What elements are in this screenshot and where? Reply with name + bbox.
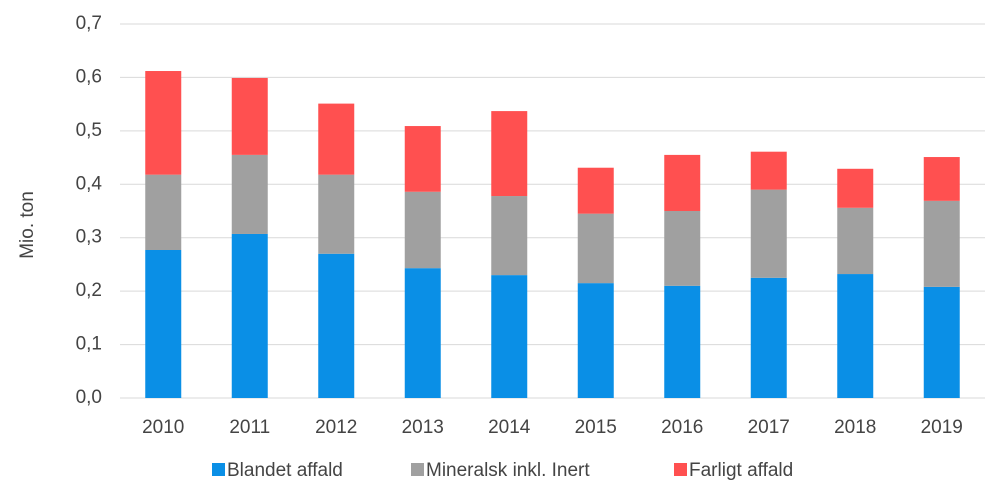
y-tick-label: 0,1 (76, 334, 102, 355)
bar-segment (145, 71, 182, 175)
legend-swatch (411, 463, 424, 476)
bar-segment (404, 126, 441, 192)
y-tick-label: 0,0 (76, 387, 102, 408)
x-tick-label: 2012 (315, 417, 357, 438)
bar-segment (664, 211, 701, 286)
legend-label: Blandet affald (227, 460, 343, 481)
bar-segment (491, 275, 528, 398)
bar-segment (577, 167, 614, 214)
bar-segment (404, 191, 441, 269)
bar-segment (923, 200, 960, 287)
legend-label: Farligt affald (689, 460, 793, 481)
bar-segment (231, 77, 268, 155)
bar-segment (664, 154, 701, 211)
bar-segment (837, 168, 874, 208)
x-tick-label: 2014 (488, 417, 531, 438)
x-tick-label: 2011 (229, 417, 270, 438)
bar-segment (664, 285, 701, 398)
bar-segment (231, 233, 268, 398)
bar-segment (491, 111, 528, 197)
bar-segment (923, 286, 960, 398)
bar-segment (318, 103, 355, 175)
bar-segment (577, 213, 614, 284)
legend-swatch (212, 463, 225, 476)
bar-segment (837, 274, 874, 398)
y-tick-label: 0,3 (76, 227, 102, 248)
bar-segment (491, 196, 528, 276)
bar-segment (837, 207, 874, 275)
bar-segment (750, 277, 787, 398)
bar-segment (318, 253, 355, 398)
y-tick-label: 0,6 (76, 66, 102, 87)
bar-segment (145, 250, 182, 398)
y-tick-label: 0,2 (76, 280, 102, 301)
x-tick-label: 2015 (575, 417, 617, 438)
y-tick-label: 0,4 (76, 173, 103, 194)
legend-label: Mineralsk inkl. Inert (426, 460, 590, 481)
x-tick-label: 2016 (661, 417, 703, 438)
bar-segment (923, 157, 960, 201)
bar-segment (318, 174, 355, 254)
bar-segment (750, 151, 787, 190)
x-tick-label: 2013 (402, 417, 444, 438)
bar-segment (231, 154, 268, 234)
y-tick-label: 0,7 (76, 13, 102, 34)
x-tick-label: 2018 (834, 417, 876, 438)
x-tick-label: 2010 (142, 417, 184, 438)
bar-segment (750, 189, 787, 278)
y-axis-label: Mio. ton (17, 191, 38, 259)
bar-segment (404, 268, 441, 398)
bar-segment (145, 174, 182, 251)
bar-segment (577, 283, 614, 398)
legend-swatch (674, 463, 687, 476)
x-tick-label: 2019 (921, 417, 963, 438)
y-tick-label: 0,5 (76, 120, 102, 141)
x-tick-label: 2017 (748, 417, 790, 438)
